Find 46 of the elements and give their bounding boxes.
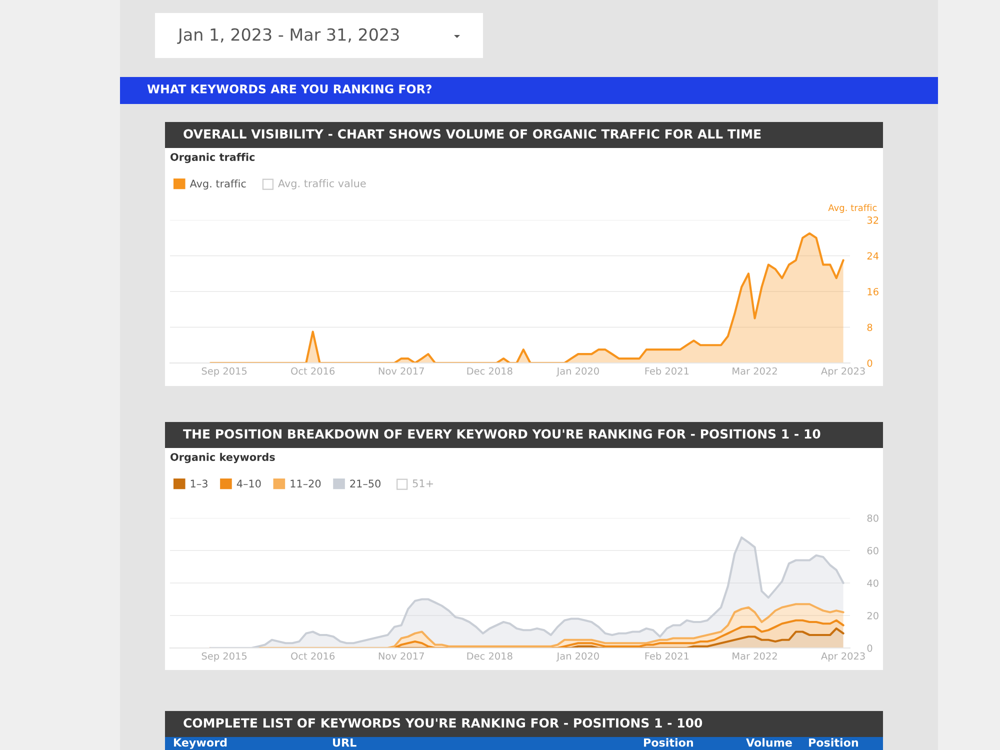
y-tick-label: 8 bbox=[867, 324, 872, 332]
x-tick-label: Mar 2022 bbox=[732, 367, 777, 375]
x-tick-label: Nov 2017 bbox=[378, 652, 424, 660]
x-tick-label: Dec 2018 bbox=[467, 367, 512, 375]
x-tick-label: Jan 2020 bbox=[556, 652, 599, 662]
y-tick-label: 16 bbox=[868, 288, 878, 296]
x-tick-label: Jan 2020 bbox=[556, 367, 599, 376]
text: Keyword bbox=[174, 738, 227, 749]
legend-label: Avg. traffic bbox=[190, 179, 246, 190]
x-tick-label: Dec 2018 bbox=[467, 652, 512, 660]
y-axis-title: Avg. traffic bbox=[828, 204, 877, 213]
x-tick-label: Oct 2016 bbox=[291, 652, 335, 660]
y-tick-label: 0 bbox=[867, 359, 872, 367]
y-tick-label: 32 bbox=[867, 216, 878, 224]
legend-label: 21–50 bbox=[350, 480, 380, 488]
x-tick-label: Nov 2017 bbox=[378, 367, 424, 375]
text: WHAT KEYWORDS ARE YOU RANKING FOR? bbox=[147, 84, 432, 94]
y-tick-label: 40 bbox=[867, 579, 878, 587]
x-tick-label: Feb 2021 bbox=[645, 652, 689, 660]
legend-label: 1–3 bbox=[190, 480, 208, 488]
chart-subtitle: Organic keywords bbox=[170, 452, 275, 464]
x-tick-label: Sep 2015 bbox=[202, 367, 247, 377]
legend-label: 11–20 bbox=[290, 480, 321, 488]
x-tick-label: Feb 2021 bbox=[645, 367, 689, 375]
text: Avg. traffic value bbox=[278, 179, 366, 190]
text: COMPLETE LIST OF KEYWORDS YOU'RE RANKING FOR - POSITIONS 1 - 100 bbox=[184, 718, 702, 728]
x-tick-label: Sep 2015 bbox=[202, 652, 247, 662]
chart-title: THE POSITION BREAKDOWN OF EVERY KEYWORD YOU'RE RANKING FOR - POSITIONS 1 - 10 bbox=[183, 429, 820, 439]
y-tick-label: 24 bbox=[867, 252, 878, 260]
text: Position bbox=[809, 738, 858, 747]
text: Jan 1, 2023 - Mar 31, 2023 bbox=[177, 28, 399, 44]
chart-title: OVERALL VISIBILITY - CHART SHOWS VOLUME OF ORGANIC TRAFFIC FOR ALL TIME bbox=[184, 129, 761, 139]
chart-subtitle: Organic traffic bbox=[170, 152, 255, 164]
text: 51+ bbox=[412, 480, 433, 488]
x-tick-label: Apr 2023 bbox=[821, 367, 865, 377]
x-tick-label: Mar 2022 bbox=[732, 652, 777, 660]
x-tick-label: Apr 2023 bbox=[821, 652, 865, 662]
y-tick-label: 0 bbox=[867, 644, 872, 652]
x-tick-label: Oct 2016 bbox=[291, 367, 335, 375]
y-tick-label: 20 bbox=[867, 612, 878, 620]
text: Volume bbox=[746, 738, 792, 747]
text: Position bbox=[644, 738, 693, 747]
legend-label: 4–10 bbox=[236, 480, 261, 488]
text: URL bbox=[333, 738, 356, 747]
y-tick-label: 60 bbox=[867, 546, 878, 554]
y-tick-label: 80 bbox=[867, 514, 878, 522]
